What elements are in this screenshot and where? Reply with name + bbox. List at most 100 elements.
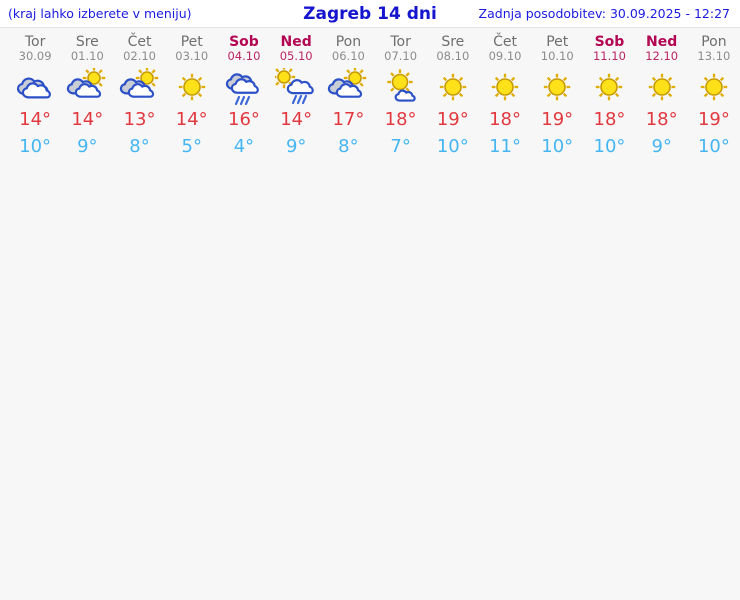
sun-shape [700, 73, 728, 101]
temp-max: 13° [123, 109, 156, 130]
day-date: 30.09 [18, 49, 52, 63]
sun-cloud-icon [386, 69, 416, 102]
temp-min: 10° [697, 136, 730, 157]
temp-min: 11° [489, 136, 521, 157]
temp-max: 19° [541, 109, 574, 130]
header: (kraj lahko izberete v meniju) Zagreb 14… [0, 0, 740, 28]
temp-max: 18° [489, 109, 521, 130]
temp-max: 14° [175, 109, 208, 130]
day-name: Tor [390, 34, 411, 50]
temp-min: 10° [541, 136, 574, 157]
temp-max: 16° [228, 109, 260, 130]
day-name: Pet [180, 34, 203, 50]
temp-max: 19° [436, 109, 469, 130]
day-name: Čet [493, 34, 517, 50]
temp-max: 18° [593, 109, 626, 130]
menu-hint: (kraj lahko izberete v meniju) [8, 6, 192, 21]
day-name: Sob [229, 34, 259, 50]
temp-min: 4° [233, 136, 255, 157]
sun-shape [386, 69, 413, 95]
day-name: Sob [594, 34, 625, 50]
temp-min: 8° [129, 136, 150, 157]
sunny-icon [544, 73, 571, 101]
forecast-day-column: Sob 11.10 18° 10° [583, 28, 635, 170]
day-date: 05.10 [279, 49, 313, 63]
sun-shape [178, 73, 205, 101]
temp-min: 7° [390, 136, 411, 157]
rain-shape [234, 95, 251, 106]
cloud-shape [127, 83, 154, 98]
sun-shape [648, 73, 675, 101]
day-date: 06.10 [331, 49, 365, 63]
sun-shape [544, 73, 571, 101]
rain-icon [225, 73, 259, 106]
day-date: 08.10 [436, 49, 470, 63]
temp-max: 19° [697, 109, 730, 130]
temp-max: 14° [19, 109, 52, 130]
day-date: 02.10 [123, 49, 156, 63]
temp-min: 10° [19, 136, 52, 157]
temp-min: 9° [651, 136, 672, 157]
day-name: Tor [24, 34, 46, 50]
rain-shape [292, 94, 308, 105]
forecast-day-column: Sre 08.10 19° 10° [427, 28, 479, 170]
forecast-day-column: Pet 03.10 14° 5° [166, 28, 218, 170]
cloud-shape [286, 79, 314, 95]
temp-min: 8° [338, 136, 359, 157]
sunny-icon [596, 73, 623, 101]
sunny-icon [648, 73, 675, 101]
cloudy-icon [17, 77, 52, 99]
sun-shape [491, 73, 519, 101]
sunny-icon [491, 73, 519, 101]
day-date: 03.10 [175, 49, 209, 63]
cloud-shape [230, 78, 259, 94]
temp-min: 5° [181, 136, 202, 157]
day-name: Čet [127, 34, 152, 50]
day-name: Pon [701, 34, 727, 50]
partly-sunny-icon [67, 68, 106, 98]
forecast-day-column: Sob 04.10 16° 4° [218, 28, 270, 170]
last-updated: Zadnja posodobitev: 30.09.2025 - 12:27 [478, 6, 730, 21]
temp-min: 10° [436, 136, 469, 157]
forecast-day-column: Čet 02.10 13° 8° [113, 28, 165, 170]
day-date: 11.10 [592, 49, 626, 63]
forecast-day-column: Ned 12.10 18° 9° [636, 28, 688, 170]
forecast-day-column: Sre 01.10 14° 9° [61, 28, 113, 170]
day-date: 12.10 [645, 49, 679, 63]
day-name: Sre [441, 34, 465, 50]
sun-rain-icon [275, 68, 314, 105]
day-name: Ned [280, 34, 312, 50]
sunny-icon [178, 73, 205, 101]
day-date: 13.10 [697, 49, 731, 63]
sunny-icon [439, 73, 467, 101]
temp-max: 18° [645, 109, 678, 130]
temp-min: 10° [593, 136, 626, 157]
temp-max: 14° [71, 109, 104, 130]
cloud-shape [21, 82, 52, 99]
day-date: 10.10 [540, 49, 574, 63]
forecast-day-column: Pet 10.10 19° 10° [531, 28, 583, 170]
temp-min: 9° [77, 136, 98, 157]
forecast-day-column: Tor 07.10 18° 7° [375, 28, 427, 170]
day-date: 01.10 [70, 49, 104, 63]
cloud-shape [394, 89, 416, 102]
cloud-shape [336, 83, 363, 98]
cloud-shape [75, 83, 102, 98]
day-date: 09.10 [488, 49, 522, 63]
day-name: Ned [646, 34, 678, 50]
page-title: Zagreb 14 dni [303, 4, 437, 24]
forecast-day-column: Ned 05.10 14° 9° [270, 28, 322, 170]
forecast-strip: Tor 30.09 14° 10° Sre 01.10 14° 9° Čet 0… [0, 28, 740, 170]
sun-shape [596, 73, 623, 101]
day-name: Pet [546, 34, 569, 50]
partly-sunny-icon [119, 68, 158, 98]
forecast-day-column: Čet 09.10 18° 11° [479, 28, 531, 170]
temp-min: 9° [285, 136, 307, 157]
day-date: 04.10 [227, 49, 261, 63]
temp-max: 17° [332, 109, 365, 130]
temp-max: 14° [280, 109, 313, 130]
forecast-day-column: Pon 13.10 19° 10° [688, 28, 740, 170]
partly-sunny-icon [328, 68, 367, 98]
forecast-day-column: Pon 06.10 17° 8° [322, 28, 374, 170]
